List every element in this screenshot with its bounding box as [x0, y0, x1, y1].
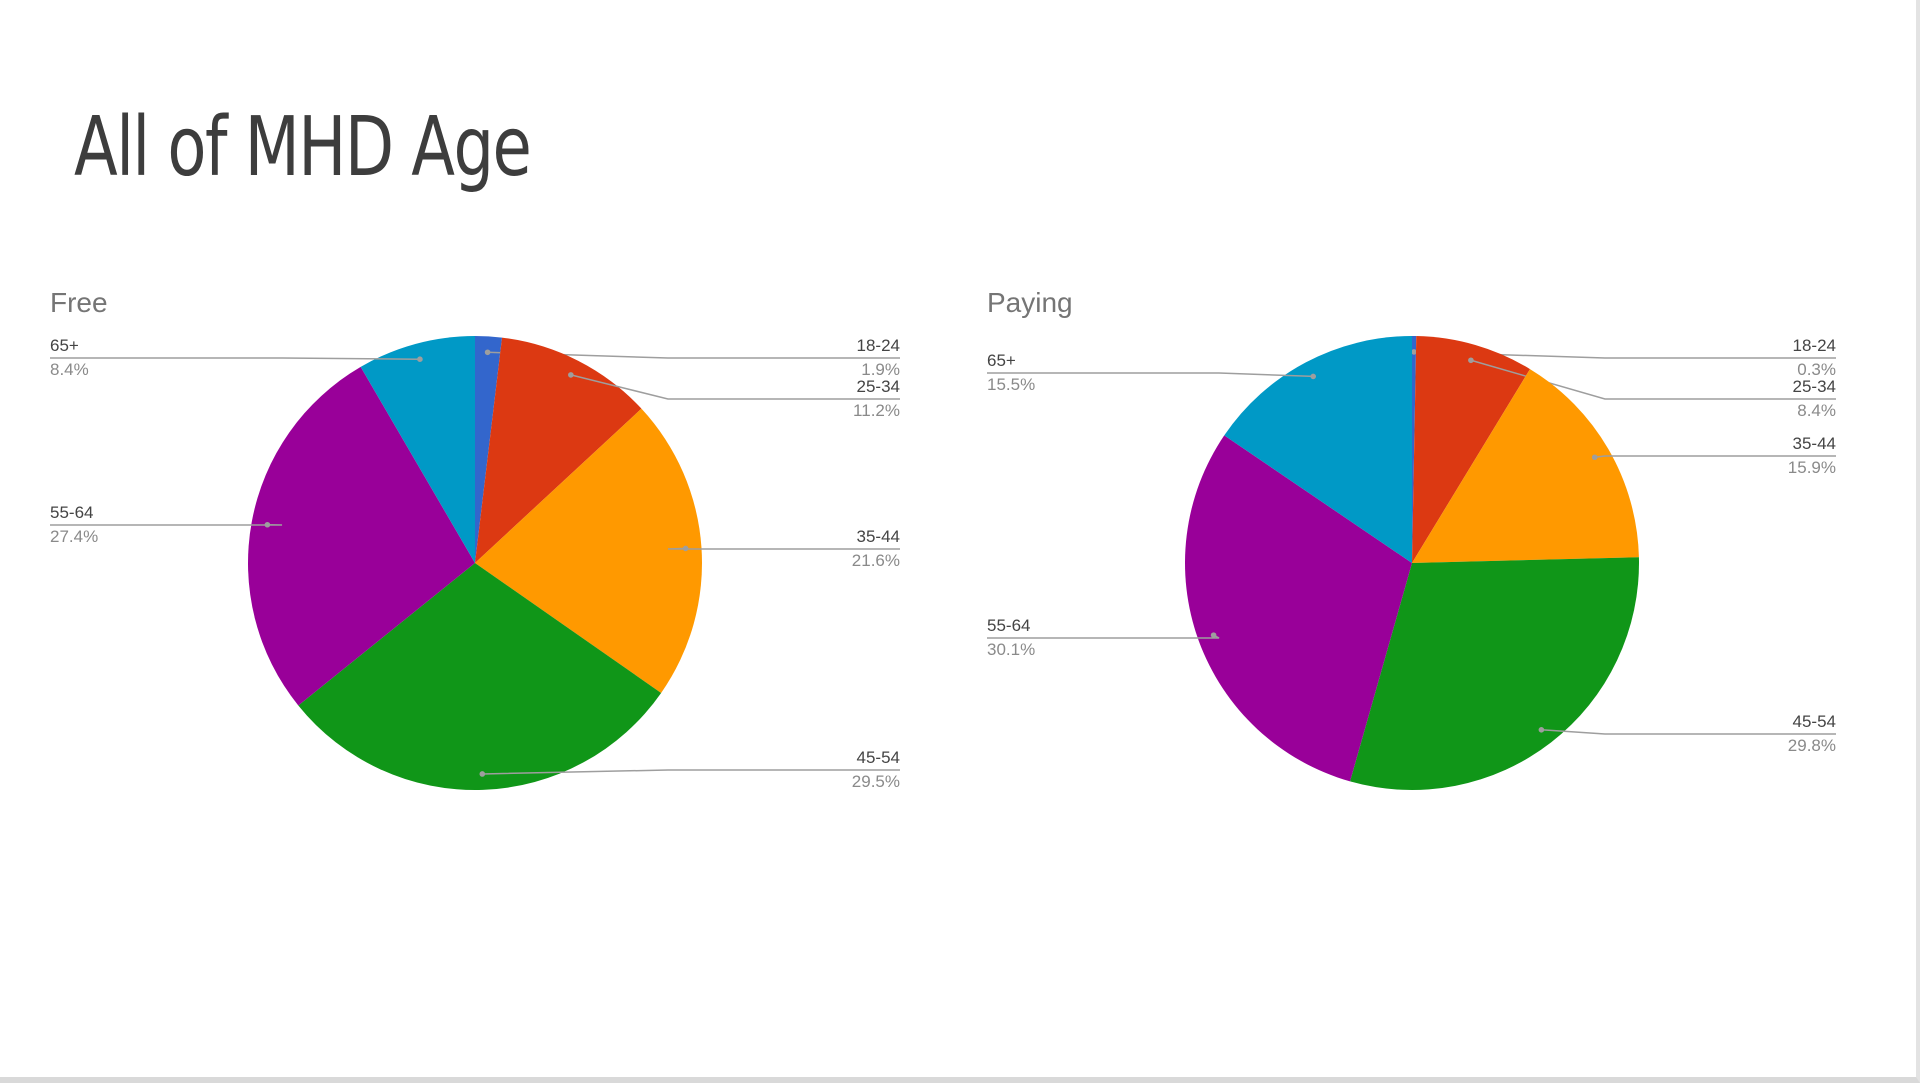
paying-value-65+: 15.5% — [987, 375, 1035, 394]
paying-label-55-64: 55-64 — [987, 616, 1030, 635]
paying-label-35-44: 35-44 — [1793, 434, 1836, 453]
free-slice-45-54 — [298, 563, 662, 790]
paying-value-18-24: 0.3% — [1797, 360, 1836, 379]
paying-slice-55-64 — [1184, 435, 1412, 782]
paying-slice-45-54 — [1350, 557, 1639, 790]
paying-dot-65+ — [1310, 373, 1317, 380]
paying-dot-55-64 — [1210, 632, 1217, 638]
free-label-65+: 65+ — [50, 336, 79, 355]
free-slice-55-64 — [247, 366, 475, 706]
free-label-45-54: 45-54 — [857, 748, 900, 767]
free-dot-35-44 — [682, 545, 689, 552]
free-value-55-64: 27.4% — [50, 527, 98, 546]
paying-dot-45-54 — [1538, 727, 1545, 733]
free-leader-45-54 — [482, 769, 900, 775]
free-value-18-24: 1.9% — [861, 360, 900, 379]
free-dot-45-54 — [479, 771, 486, 777]
paying-value-45-54: 29.8% — [1788, 736, 1836, 755]
free-value-25-34: 11.2% — [853, 401, 900, 420]
free-slice-25-34 — [475, 337, 642, 563]
paying-leader-25-34 — [1470, 359, 1836, 400]
paying-leader-45-54 — [1541, 729, 1836, 735]
paying-leader-35-44 — [1594, 455, 1836, 458]
free-dot-18-24 — [484, 349, 491, 356]
free-leader-25-34 — [570, 374, 900, 400]
slide-title: All of MHD Age — [74, 100, 532, 195]
free-dot-25-34 — [568, 372, 574, 378]
free-value-45-54: 29.5% — [852, 772, 900, 791]
paying-dot-25-34 — [1468, 357, 1474, 364]
free-slice-35-44 — [475, 408, 702, 693]
paying-label-25-34: 25-34 — [1793, 377, 1836, 396]
free-dot-65+ — [417, 356, 423, 362]
paying-dot-35-44 — [1591, 454, 1598, 461]
paying-dot-18-24 — [1411, 349, 1417, 355]
free-label-55-64: 55-64 — [50, 503, 93, 522]
free-value-65+: 8.4% — [50, 360, 89, 379]
free-chart-title: Free — [50, 287, 108, 318]
paying-slice-25-34 — [1412, 336, 1530, 563]
paying-value-35-44: 15.9% — [1788, 458, 1836, 477]
paying-value-25-34: 8.4% — [1797, 401, 1836, 420]
paying-value-55-64: 30.1% — [987, 640, 1035, 659]
paying-slice-65+ — [1224, 336, 1412, 563]
paying-label-65+: 65+ — [987, 351, 1016, 370]
paying-label-18-24: 18-24 — [1793, 336, 1836, 355]
paying-chart-title: Paying — [987, 287, 1073, 318]
free-label-18-24: 18-24 — [857, 336, 900, 355]
free-leader-35-44 — [667, 547, 900, 550]
free-slice-18-24 — [475, 336, 503, 563]
free-label-25-34: 25-34 — [857, 377, 900, 396]
free-slice-65+ — [360, 336, 475, 563]
free-label-35-44: 35-44 — [857, 527, 900, 546]
free-leader-65+ — [50, 357, 420, 360]
free-dot-55-64 — [264, 521, 271, 528]
paying-slice-18-24 — [1412, 336, 1417, 563]
paying-label-45-54: 45-54 — [1793, 712, 1836, 731]
free-value-35-44: 21.6% — [852, 551, 900, 570]
paying-slice-35-44 — [1412, 369, 1639, 563]
paying-leader-55-64 — [987, 634, 1220, 639]
paying-leader-65+ — [987, 372, 1314, 378]
